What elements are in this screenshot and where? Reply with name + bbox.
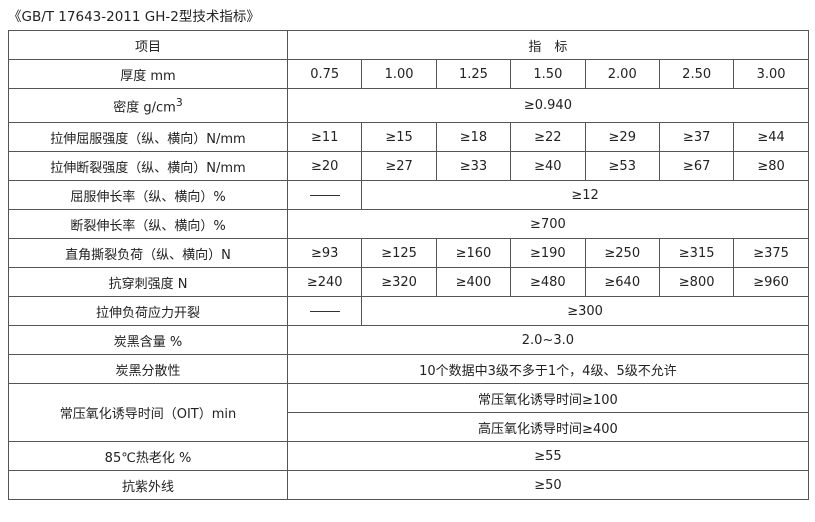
cell-value: ≥93	[286, 238, 363, 268]
cell-value: 2.00	[584, 59, 660, 89]
cell-value: 1.00	[361, 59, 437, 89]
cell-value: ≥800	[658, 267, 735, 297]
cell-value: ≥400	[435, 267, 512, 297]
cell-value: ≥50	[287, 470, 809, 500]
table-row: 抗紫外线 ≥50	[8, 470, 809, 500]
cell-value: 高压氧化诱导时间≥400	[287, 412, 809, 442]
table-row: 85℃热老化 % ≥55	[8, 441, 809, 471]
row-label: 炭黑分散性	[8, 354, 288, 384]
row-label: 抗穿刺强度 N	[8, 267, 288, 297]
table-row: 厚度 mm 0.75 1.00 1.25 1.50 2.00 2.50 3.00	[8, 59, 809, 89]
cell-value: ≥15	[361, 122, 437, 152]
table-row: 直角撕裂负荷（纵、横向）N ≥93 ≥125 ≥160 ≥190 ≥250 ≥315 ≥375	[8, 238, 809, 268]
table-row: 密度 g/cm3 ≥0.940	[8, 88, 809, 123]
cell-value: ≥160	[435, 238, 512, 268]
table-row: 抗穿刺强度 N ≥240 ≥320 ≥400 ≥480 ≥640 ≥800 ≥960	[8, 267, 809, 297]
cell-value: ≥375	[733, 238, 809, 268]
row-label: 屈服伸长率（纵、横向）%	[8, 180, 288, 210]
table-row: 炭黑含量 % 2.0~3.0	[8, 325, 809, 355]
header-spec: 指 标	[287, 30, 809, 60]
cell-value: ≥640	[584, 267, 660, 297]
table-row: 拉伸负荷应力开裂 ≥300	[8, 296, 809, 326]
cell-value: ≥480	[510, 267, 586, 297]
cell-dash	[286, 296, 363, 326]
cell-value: ≥320	[361, 267, 437, 297]
row-label: 直角撕裂负荷（纵、横向）N	[8, 238, 288, 268]
cell-value: ≥33	[435, 151, 512, 181]
table-row: 高压氧化诱导时间≥400	[9, 412, 809, 442]
table-row: 拉伸屈服强度（纵、横向）N/mm ≥11 ≥15 ≥18 ≥22 ≥29 ≥37 ≥44	[8, 122, 809, 152]
cell-value: ≥53	[584, 151, 660, 181]
row-label: 拉伸负荷应力开裂	[8, 296, 288, 326]
row-label: 厚度 mm	[8, 59, 288, 89]
cell-value: ≥190	[510, 238, 586, 268]
cell-value: 2.50	[658, 59, 735, 89]
cell-value: ≥37	[658, 122, 735, 152]
table-row: 炭黑分散性 10个数据中3级不多于1个，4级、5级不允许	[8, 354, 809, 384]
cell-value: ≥29	[584, 122, 660, 152]
cell-value: ≥20	[286, 151, 363, 181]
cell-value: 1.50	[510, 59, 586, 89]
cell-value: ≥700	[287, 209, 809, 239]
cell-value: ≥67	[658, 151, 735, 181]
row-label: 炭黑含量 %	[8, 325, 288, 355]
cell-value: ≥12	[361, 180, 809, 210]
cell-value: 2.0~3.0	[287, 325, 809, 355]
cell-value: ≥40	[510, 151, 586, 181]
spec-table: 项目 指 标 厚度 mm 0.75 1.00 1.25 1.50 2.00 2.50 3.00…	[8, 30, 809, 500]
row-label: 断裂伸长率（纵、横向）%	[8, 209, 288, 239]
cell-value: ≥250	[584, 238, 660, 268]
header-item: 项目	[8, 30, 288, 60]
row-label: 常压氧化诱导时间（OIT）min	[8, 383, 288, 442]
cell-value: ≥22	[510, 122, 586, 152]
row-label: 密度 g/cm3	[8, 88, 288, 123]
row-label: 拉伸屈服强度（纵、横向）N/mm	[8, 122, 288, 152]
cell-value: ≥125	[361, 238, 437, 268]
cell-value: ≥44	[733, 122, 809, 152]
dash-mark	[309, 194, 340, 196]
cell-value: 10个数据中3级不多于1个，4级、5级不允许	[287, 354, 809, 384]
cell-value: ≥960	[733, 267, 809, 297]
row-label: 85℃热老化 %	[8, 441, 288, 471]
table-header-row: 项目 指 标	[8, 30, 809, 60]
cell-value: ≥80	[733, 151, 809, 181]
cell-value: 1.25	[435, 59, 512, 89]
cell-value: 3.00	[733, 59, 809, 89]
cell-value: ≥11	[286, 122, 363, 152]
document-title: 《GB/T 17643-2011 GH-2型技术指标》	[8, 9, 260, 25]
cell-value: ≥300	[361, 296, 809, 326]
cell-value: ≥240	[286, 267, 363, 297]
table-row: 拉伸断裂强度（纵、横向）N/mm ≥20 ≥27 ≥33 ≥40 ≥53 ≥67 ≥80	[8, 151, 809, 181]
cell-value: ≥18	[435, 122, 512, 152]
table-row: 屈服伸长率（纵、横向）% ≥12	[8, 180, 809, 210]
row-label: 拉伸断裂强度（纵、横向）N/mm	[8, 151, 288, 181]
cell-value: 常压氧化诱导时间≥100	[287, 383, 809, 413]
cell-value: ≥315	[658, 238, 735, 268]
cell-value: ≥27	[361, 151, 437, 181]
table-row: 断裂伸长率（纵、横向）% ≥700	[8, 209, 809, 239]
dash-mark	[309, 310, 340, 312]
cell-value: 0.75	[286, 59, 363, 89]
row-label: 抗紫外线	[8, 470, 288, 500]
table-row: 常压氧化诱导时间（OIT）min 常压氧化诱导时间≥100	[8, 383, 809, 442]
cell-value: ≥0.940	[287, 88, 809, 123]
cell-dash	[286, 180, 363, 210]
cell-value: ≥55	[287, 441, 809, 471]
